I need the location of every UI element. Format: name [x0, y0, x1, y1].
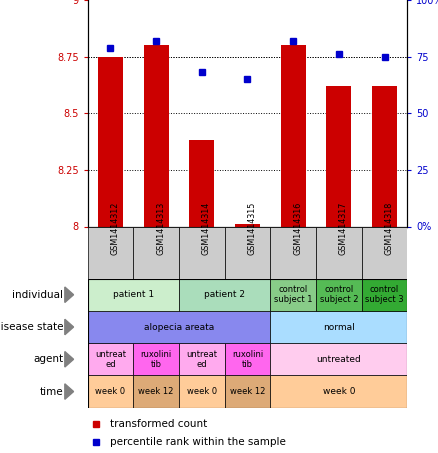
Bar — [189, 140, 214, 226]
Text: GSM1414313: GSM1414313 — [156, 202, 165, 255]
Bar — [179, 376, 225, 408]
Bar — [179, 279, 270, 311]
Text: ruxolini
tib: ruxolini tib — [232, 350, 263, 369]
Bar — [144, 45, 169, 227]
Text: untreat
ed: untreat ed — [95, 350, 126, 369]
Text: week 0: week 0 — [187, 387, 217, 396]
Bar — [225, 226, 270, 279]
Bar — [88, 343, 133, 376]
Bar — [225, 343, 270, 376]
Bar — [133, 226, 179, 279]
Text: GSM1414318: GSM1414318 — [385, 202, 393, 255]
Bar — [316, 279, 362, 311]
Text: control
subject 2: control subject 2 — [320, 285, 358, 304]
Bar — [98, 57, 123, 226]
Bar — [179, 226, 225, 279]
Text: percentile rank within the sample: percentile rank within the sample — [110, 437, 286, 447]
Bar — [225, 376, 270, 408]
Bar — [326, 86, 351, 226]
Bar — [362, 279, 407, 311]
Text: agent: agent — [33, 354, 63, 364]
Text: GSM1414314: GSM1414314 — [202, 202, 211, 255]
Bar — [270, 343, 407, 376]
Text: ruxolini
tib: ruxolini tib — [141, 350, 172, 369]
Bar — [88, 226, 133, 279]
Polygon shape — [65, 384, 74, 399]
Polygon shape — [65, 352, 74, 367]
Text: patient 1: patient 1 — [113, 290, 154, 299]
Polygon shape — [65, 319, 74, 335]
Bar — [270, 376, 407, 408]
Bar — [372, 86, 397, 226]
Text: time: time — [39, 386, 63, 396]
Text: individual: individual — [12, 290, 63, 300]
Bar — [270, 279, 316, 311]
Bar — [133, 343, 179, 376]
Bar — [88, 311, 270, 343]
Text: normal: normal — [323, 323, 355, 332]
Text: week 0: week 0 — [322, 387, 355, 396]
Text: GSM1414312: GSM1414312 — [110, 202, 120, 255]
Bar — [88, 279, 179, 311]
Bar — [362, 226, 407, 279]
Bar — [270, 311, 407, 343]
Bar — [316, 226, 362, 279]
Text: patient 2: patient 2 — [204, 290, 245, 299]
Text: control
subject 1: control subject 1 — [274, 285, 312, 304]
Text: GSM1414317: GSM1414317 — [339, 202, 348, 255]
Text: week 0: week 0 — [95, 387, 126, 396]
Bar — [88, 376, 133, 408]
Text: alopecia areata: alopecia areata — [144, 323, 214, 332]
Bar — [281, 45, 306, 227]
Text: GSM1414315: GSM1414315 — [247, 202, 257, 255]
Bar — [235, 224, 260, 226]
Text: untreated: untreated — [316, 355, 361, 364]
Bar — [133, 376, 179, 408]
Text: week 12: week 12 — [138, 387, 174, 396]
Polygon shape — [65, 287, 74, 303]
Bar — [179, 343, 225, 376]
Text: transformed count: transformed count — [110, 419, 207, 429]
Text: disease state: disease state — [0, 322, 63, 332]
Text: GSM1414316: GSM1414316 — [293, 202, 302, 255]
Bar — [270, 226, 316, 279]
Text: week 12: week 12 — [230, 387, 265, 396]
Text: untreat
ed: untreat ed — [186, 350, 217, 369]
Text: control
subject 3: control subject 3 — [365, 285, 404, 304]
